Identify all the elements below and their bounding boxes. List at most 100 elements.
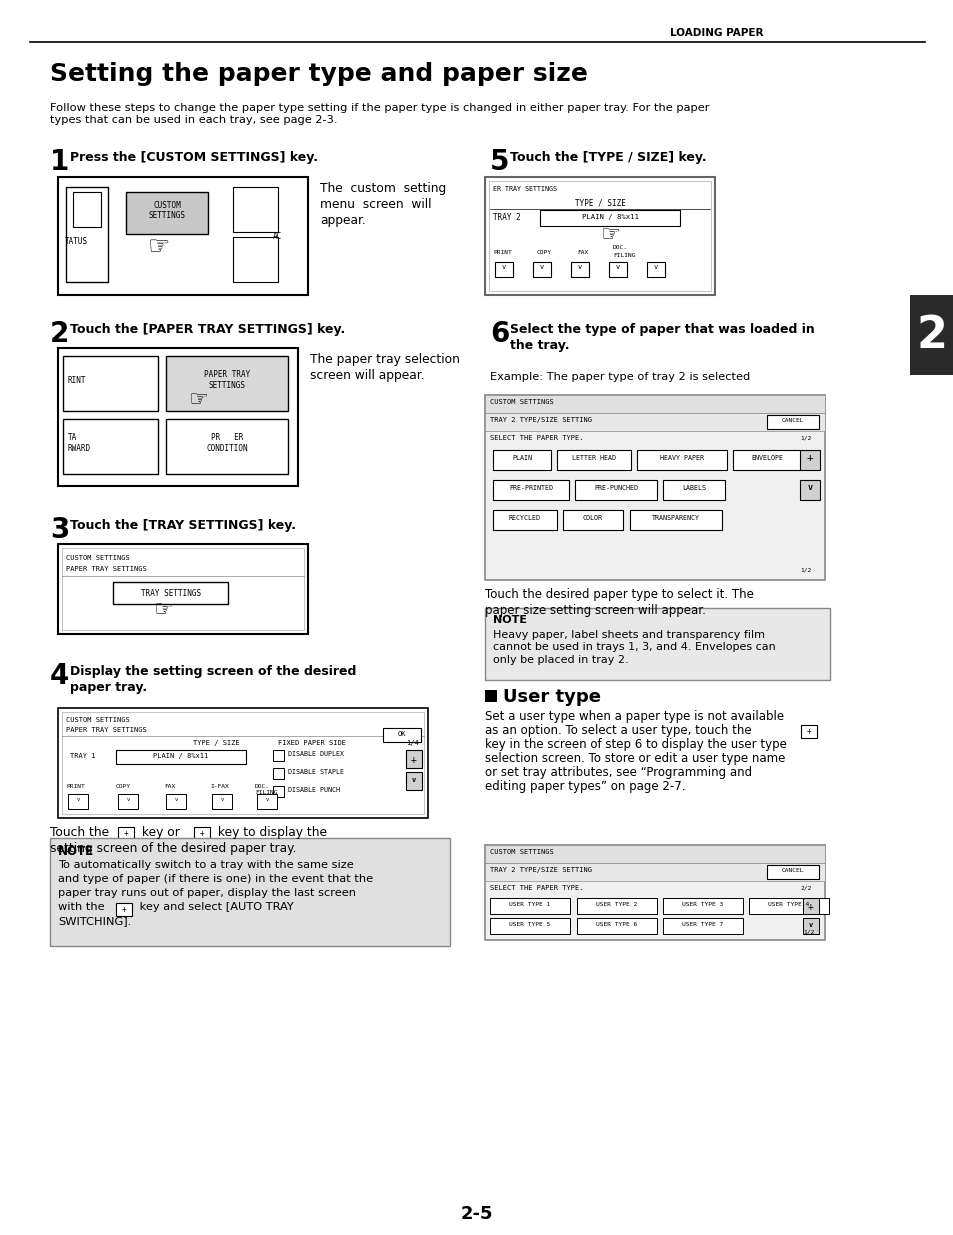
Text: TRAY SETTINGS: TRAY SETTINGS: [141, 589, 201, 598]
Text: PRE-PRINTED: PRE-PRINTED: [509, 485, 553, 492]
Text: v: v: [808, 923, 812, 927]
Text: NOTE: NOTE: [58, 845, 94, 858]
Text: v: v: [616, 264, 619, 270]
Text: with the: with the: [58, 902, 108, 911]
FancyBboxPatch shape: [66, 186, 108, 282]
FancyBboxPatch shape: [484, 690, 497, 701]
Text: key or: key or: [138, 826, 184, 839]
Text: 2: 2: [50, 320, 70, 348]
Text: v: v: [174, 797, 177, 802]
FancyBboxPatch shape: [58, 177, 308, 295]
Text: PLAIN / 8%x11: PLAIN / 8%x11: [581, 214, 638, 220]
Text: 5: 5: [490, 148, 509, 177]
Text: v: v: [806, 483, 812, 492]
FancyBboxPatch shape: [273, 785, 284, 797]
Text: TA: TA: [68, 433, 77, 442]
FancyBboxPatch shape: [495, 262, 513, 277]
Text: 1/2: 1/2: [802, 930, 814, 935]
FancyBboxPatch shape: [766, 864, 818, 879]
FancyBboxPatch shape: [58, 543, 308, 634]
FancyBboxPatch shape: [490, 898, 569, 914]
FancyBboxPatch shape: [493, 510, 557, 530]
Text: SETTINGS: SETTINGS: [209, 382, 245, 390]
Text: AC: AC: [273, 232, 282, 241]
FancyBboxPatch shape: [646, 262, 664, 277]
FancyBboxPatch shape: [539, 210, 679, 226]
FancyBboxPatch shape: [493, 480, 568, 500]
Text: COLOR: COLOR: [582, 515, 602, 521]
Text: COPY: COPY: [537, 249, 552, 254]
FancyBboxPatch shape: [557, 450, 630, 471]
Text: USER TYPE 4: USER TYPE 4: [767, 902, 809, 906]
FancyBboxPatch shape: [50, 839, 450, 946]
FancyBboxPatch shape: [166, 419, 288, 474]
Text: CUSTOM SETTINGS: CUSTOM SETTINGS: [66, 555, 130, 561]
Text: Touch the [TYPE / SIZE] key.: Touch the [TYPE / SIZE] key.: [510, 151, 706, 164]
Text: +: +: [806, 727, 810, 736]
FancyBboxPatch shape: [802, 918, 818, 934]
Text: PLAIN / 8%x11: PLAIN / 8%x11: [153, 753, 209, 760]
Text: ☞: ☞: [148, 235, 171, 259]
FancyBboxPatch shape: [629, 510, 721, 530]
FancyBboxPatch shape: [490, 918, 569, 934]
Text: 1/2: 1/2: [800, 435, 810, 440]
FancyBboxPatch shape: [166, 356, 288, 411]
FancyBboxPatch shape: [571, 262, 588, 277]
Text: paper tray runs out of paper, display the last screen: paper tray runs out of paper, display th…: [58, 888, 355, 898]
Text: PRE-PUNCHED: PRE-PUNCHED: [594, 485, 638, 492]
Text: Display the setting screen of the desired
paper tray.: Display the setting screen of the desire…: [70, 664, 356, 694]
Text: v: v: [578, 264, 581, 270]
Text: FAX: FAX: [577, 249, 588, 254]
FancyBboxPatch shape: [493, 450, 551, 471]
Text: TATUS: TATUS: [65, 237, 88, 246]
FancyBboxPatch shape: [802, 898, 818, 914]
Text: SWITCHING].: SWITCHING].: [58, 916, 132, 926]
Text: DOC.: DOC.: [613, 245, 627, 249]
FancyBboxPatch shape: [233, 237, 277, 282]
Text: ENVELOPE: ENVELOPE: [750, 454, 782, 461]
Text: TRAY 2 TYPE/SIZE SETTING: TRAY 2 TYPE/SIZE SETTING: [490, 417, 592, 424]
FancyBboxPatch shape: [256, 794, 276, 809]
Text: HEAVY PAPER: HEAVY PAPER: [659, 454, 703, 461]
Text: DISABLE STAPLE: DISABLE STAPLE: [288, 769, 344, 776]
FancyBboxPatch shape: [575, 480, 657, 500]
FancyBboxPatch shape: [489, 182, 710, 291]
FancyBboxPatch shape: [800, 480, 820, 500]
Text: SELECT THE PAPER TYPE.: SELECT THE PAPER TYPE.: [490, 885, 583, 890]
FancyBboxPatch shape: [662, 898, 742, 914]
Text: FIXED PAPER SIDE: FIXED PAPER SIDE: [277, 740, 346, 746]
FancyBboxPatch shape: [112, 582, 228, 604]
Text: +: +: [199, 829, 204, 839]
Text: key to display the: key to display the: [213, 826, 327, 839]
Text: TYPE / SIZE: TYPE / SIZE: [574, 199, 625, 207]
Text: Heavy paper, label sheets and transparency film
cannot be used in trays 1, 3, an: Heavy paper, label sheets and transparen…: [493, 630, 775, 664]
Text: Press the [CUSTOM SETTINGS] key.: Press the [CUSTOM SETTINGS] key.: [70, 151, 317, 164]
Text: User type: User type: [502, 688, 600, 706]
FancyBboxPatch shape: [732, 450, 801, 471]
Text: key and select [AUTO TRAY: key and select [AUTO TRAY: [136, 902, 294, 911]
Text: USER TYPE 7: USER TYPE 7: [681, 923, 723, 927]
Text: +: +: [124, 829, 128, 839]
Text: Setting the paper type and paper size: Setting the paper type and paper size: [50, 62, 587, 86]
Text: and type of paper (if there is one) in the event that the: and type of paper (if there is one) in t…: [58, 874, 373, 884]
Text: DOC.
FILING: DOC. FILING: [254, 784, 277, 795]
Text: Touch the desired paper type to select it. The
paper size setting screen will ap: Touch the desired paper type to select i…: [484, 588, 753, 618]
FancyBboxPatch shape: [484, 177, 714, 295]
Text: TYPE / SIZE: TYPE / SIZE: [193, 740, 239, 746]
Text: DISABLE DUPLEX: DISABLE DUPLEX: [288, 751, 344, 757]
Text: PRINT: PRINT: [66, 784, 85, 789]
Text: v: v: [76, 797, 79, 802]
FancyBboxPatch shape: [766, 415, 818, 429]
Text: Set a user type when a paper type is not available: Set a user type when a paper type is not…: [484, 710, 783, 722]
Text: NOTE: NOTE: [493, 615, 526, 625]
FancyBboxPatch shape: [382, 727, 420, 742]
Text: To automatically switch to a tray with the same size: To automatically switch to a tray with t…: [58, 860, 354, 869]
Text: +: +: [122, 905, 126, 914]
FancyBboxPatch shape: [73, 191, 101, 227]
FancyBboxPatch shape: [484, 845, 824, 863]
Text: TRANSPARENCY: TRANSPARENCY: [651, 515, 700, 521]
Text: The paper tray selection
screen will appear.: The paper tray selection screen will app…: [310, 353, 459, 382]
FancyBboxPatch shape: [484, 863, 824, 881]
Text: PAPER TRAY SETTINGS: PAPER TRAY SETTINGS: [66, 566, 147, 572]
FancyBboxPatch shape: [62, 713, 423, 814]
